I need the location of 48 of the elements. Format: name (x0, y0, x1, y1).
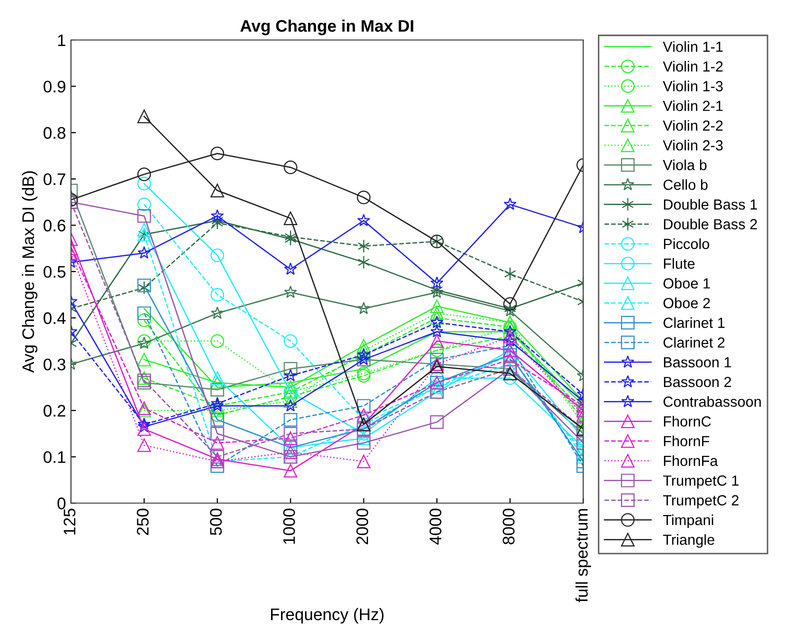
y-tick-label: 0 (57, 498, 66, 510)
y-tick-label: 0.8 (44, 127, 66, 139)
x-axis-title: Frequency (Hz) (271, 608, 384, 624)
x-tick-label: 2000 (356, 508, 368, 544)
legend-label: Clarinet 2 (664, 336, 724, 348)
y-tick-label: 0.3 (44, 358, 66, 370)
x-tick-label: 4000 (430, 508, 442, 545)
legend-label: Viola b (662, 160, 707, 170)
y-tick-label: 0.2 (44, 404, 66, 417)
y-tick-label: 1 (58, 34, 66, 46)
legend-label: Cello b (664, 179, 708, 190)
y-tick-label: 0.1 (44, 451, 66, 464)
x-tick-label: 500 (210, 508, 222, 536)
y-tick-label: 0.4 (44, 312, 66, 324)
legend-label: FhornF (664, 436, 710, 446)
legend-label: Flute (664, 258, 695, 269)
x-tick-label: 250 (136, 508, 149, 535)
y-tick-label: 0.6 (44, 220, 66, 232)
legend-label: Violin 1-1 (662, 41, 723, 52)
legend-label: Double Bass 1 (664, 198, 757, 210)
legend-label: FhornFa (664, 455, 718, 466)
x-tick-label: 1000 (283, 508, 295, 544)
legend-label: Clarinet 1 (664, 317, 724, 328)
y-tick-label: 0.7 (44, 173, 66, 186)
legend-label: Bassoon 2 (664, 376, 731, 388)
legend-label: FhornC (664, 416, 711, 427)
legend-label: TrumpetC 1 (663, 475, 739, 489)
legend-label: Oboe 1 (663, 278, 710, 289)
x-tick-label: full spectrum (575, 509, 592, 602)
legend-label: Violin 1-3 (662, 80, 723, 92)
x-tick-label: 8000 (502, 508, 515, 544)
y-tick-label: 0.9 (44, 80, 66, 93)
legend-label: Violin 1-2 (662, 60, 723, 72)
legend-label: Violin 2-1 (662, 100, 723, 112)
legend-label: Oboe 2 (663, 298, 710, 308)
legend-label: Triangle (663, 534, 714, 548)
legend-label: Violin 2-3 (662, 140, 723, 151)
y-tick-label: 0.5 (44, 266, 66, 278)
legend-label: Timpani (663, 514, 714, 528)
x-tick-label: 125 (64, 508, 76, 535)
legend-label: Piccolo (664, 238, 710, 250)
legend-label: Bassoon 1 (664, 357, 731, 368)
legend-label: TrumpetC 2 (663, 495, 738, 508)
chart-title: Avg Change in Max DI (240, 20, 414, 36)
legend-label: Contrabassoon (664, 396, 761, 407)
legend-label: Double Bass 2 (664, 218, 757, 230)
legend-label: Violin 2-2 (662, 120, 723, 131)
y-axis-title: Avg Change in Max DI (dB) (22, 171, 38, 373)
